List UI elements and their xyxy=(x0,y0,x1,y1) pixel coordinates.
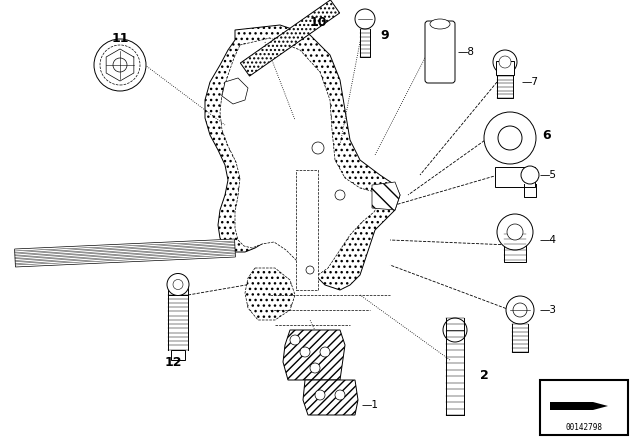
Circle shape xyxy=(306,266,314,274)
Circle shape xyxy=(506,296,534,324)
Circle shape xyxy=(113,58,127,72)
Circle shape xyxy=(173,280,183,289)
Polygon shape xyxy=(495,167,535,187)
Circle shape xyxy=(100,45,140,85)
Circle shape xyxy=(497,214,533,250)
Text: —5: —5 xyxy=(540,170,557,180)
Text: 10: 10 xyxy=(310,16,328,29)
Bar xyxy=(296,170,318,290)
Circle shape xyxy=(335,390,345,400)
Circle shape xyxy=(312,142,324,154)
Circle shape xyxy=(167,273,189,296)
Circle shape xyxy=(513,303,527,317)
Polygon shape xyxy=(283,330,345,380)
Circle shape xyxy=(521,166,539,184)
Circle shape xyxy=(493,50,517,74)
Circle shape xyxy=(355,9,375,29)
Text: 6: 6 xyxy=(542,129,550,142)
Polygon shape xyxy=(205,25,400,290)
Bar xyxy=(168,284,188,294)
Bar xyxy=(504,232,526,262)
Text: 00142798: 00142798 xyxy=(566,422,602,431)
Text: —7: —7 xyxy=(522,77,539,87)
Ellipse shape xyxy=(430,19,450,29)
Circle shape xyxy=(443,318,467,342)
Circle shape xyxy=(320,347,330,357)
Polygon shape xyxy=(220,38,380,275)
Circle shape xyxy=(507,224,523,240)
Polygon shape xyxy=(106,49,134,81)
Circle shape xyxy=(498,126,522,150)
Polygon shape xyxy=(222,78,248,104)
Text: —3: —3 xyxy=(540,305,557,315)
Text: 12: 12 xyxy=(165,356,182,369)
Text: —8: —8 xyxy=(458,47,475,57)
Polygon shape xyxy=(372,182,400,210)
Text: —1: —1 xyxy=(362,400,379,410)
Circle shape xyxy=(290,335,300,345)
Text: —4: —4 xyxy=(540,235,557,245)
Circle shape xyxy=(94,39,146,91)
Polygon shape xyxy=(15,239,236,267)
Circle shape xyxy=(484,112,536,164)
Polygon shape xyxy=(303,380,358,415)
Bar xyxy=(540,380,628,435)
Text: 2: 2 xyxy=(480,369,489,382)
FancyBboxPatch shape xyxy=(425,21,455,83)
Polygon shape xyxy=(245,268,295,320)
Circle shape xyxy=(315,390,325,400)
Circle shape xyxy=(499,56,511,68)
Text: 9: 9 xyxy=(380,29,388,42)
Bar xyxy=(171,349,185,359)
Text: 11: 11 xyxy=(112,31,129,44)
Circle shape xyxy=(335,190,345,200)
Circle shape xyxy=(310,363,320,373)
Bar xyxy=(496,61,514,75)
Polygon shape xyxy=(550,402,608,410)
Circle shape xyxy=(300,347,310,357)
Polygon shape xyxy=(241,0,340,76)
